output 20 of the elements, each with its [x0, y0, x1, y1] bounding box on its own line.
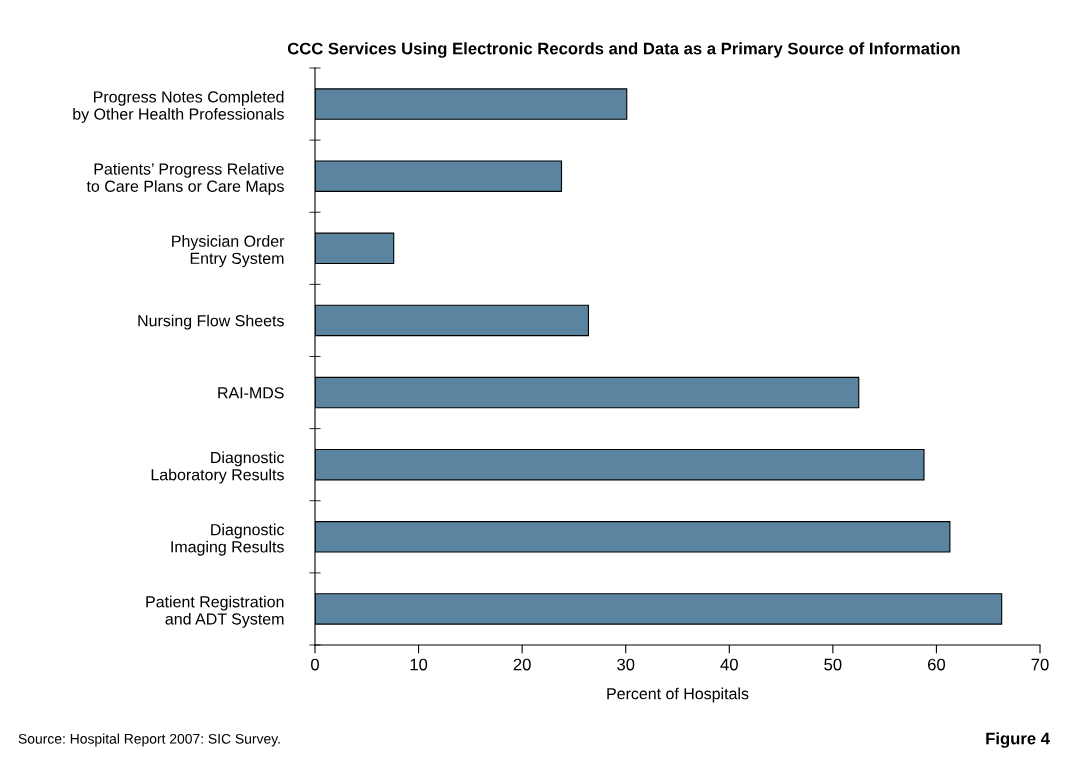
x-tick-label: 40: [720, 658, 738, 671]
y-tick-label: Diagnostic Laboratory Results: [151, 451, 285, 484]
y-tick-label: Patients’ Progress Relative to Care Plans or Care Maps: [86, 162, 284, 196]
x-tick-label: 70: [1031, 658, 1049, 671]
y-tick-label: Diagnostic Imaging Results: [171, 523, 285, 556]
y-tick-label: Progress Notes Completed by Other Health Professionals: [73, 90, 284, 123]
x-tick-label: 0: [311, 658, 319, 671]
x-tick-label: 60: [928, 658, 946, 671]
x-tick-label: 30: [617, 658, 635, 671]
x-tick-label: 20: [513, 658, 531, 671]
y-tick-label: Patient Registration and ADT System: [146, 595, 284, 628]
x-tick-label: 50: [824, 658, 842, 671]
y-tick-label: Nursing Flow Sheets: [138, 314, 284, 330]
x-axis-title: Percent of Hospitals: [607, 687, 749, 703]
chart-title: CCC Services Using Electronic Records and Data as a Primary Source of Information: [287, 42, 960, 58]
y-tick-label: Physician Order Entry System: [172, 235, 285, 268]
source-note: Source: Hospital Report 2007: SIC Survey.: [18, 733, 280, 747]
caption: Figure 4: [986, 732, 1050, 748]
y-tick-label: RAI-MDS: [218, 387, 284, 399]
x-tick-label: 10: [410, 658, 428, 671]
